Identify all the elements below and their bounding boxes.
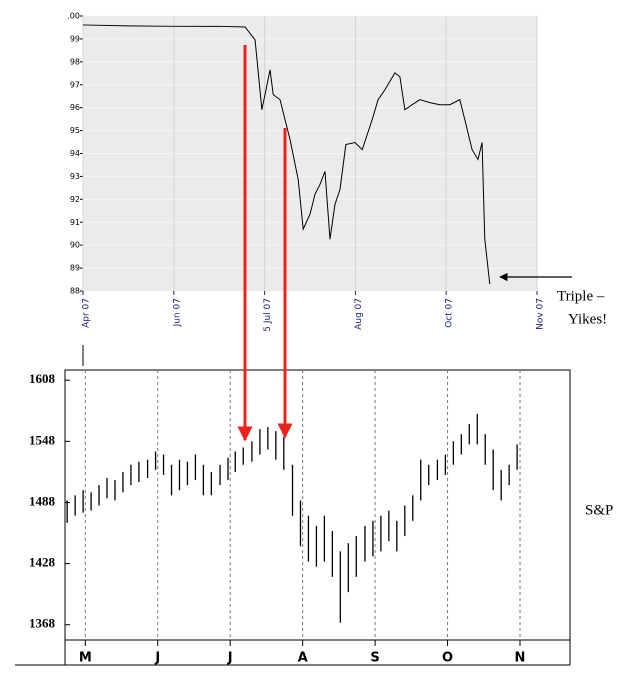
x-tick-label: 5 Jul 07 (263, 298, 273, 332)
x-tick-label: S (370, 651, 379, 666)
y-tick-label: 1428 (29, 555, 56, 570)
y-tick-label: 99 (70, 34, 80, 43)
x-tick-label: M (79, 651, 92, 666)
data-line (82, 24, 491, 285)
y-tick-label: 1608 (29, 371, 56, 386)
plot-area (64, 369, 571, 641)
y-tick-label: 89 (70, 264, 80, 273)
x-tick-label: Jun 07 (172, 298, 182, 327)
y-tick-label: .00 (67, 12, 80, 21)
y-tick-label: 90 (70, 241, 80, 250)
y-tick-label: 97 (70, 80, 80, 89)
y-tick-label: 1368 (29, 616, 56, 631)
y-tick-label: 98 (70, 57, 80, 66)
x-tick-label: A (298, 651, 308, 666)
x-tick-label: N (515, 651, 526, 666)
x-tick-label: Nov 07 (536, 298, 546, 330)
x-tick-label: J (227, 651, 233, 666)
annotation: Yikes! (568, 311, 607, 327)
x-tick-label: Apr 07 (82, 298, 92, 328)
y-tick-label: 1548 (29, 432, 56, 447)
x-tick-label: O (442, 651, 453, 666)
y-tick-label: 92 (70, 195, 80, 204)
y-tick-label: 96 (70, 103, 80, 112)
annotation: Triple – (557, 288, 605, 304)
bottom-chart: 1368 1428 1488 1548 1608 M J J A S O N (15, 345, 571, 666)
x-tick-label: Aug 07 (354, 298, 364, 330)
x-tick-label: Oct 07 (445, 298, 455, 328)
y-tick-label: 91 (70, 218, 80, 227)
y-tick-label: 88 (70, 287, 80, 296)
y-tick-label: 95 (70, 126, 80, 135)
x-tick-label: J (154, 651, 160, 666)
y-tick-label: 93 (70, 172, 80, 181)
series-label: S&P (585, 502, 613, 518)
y-tick-label: 94 (70, 149, 80, 158)
y-tick-label: 1488 (29, 493, 56, 508)
